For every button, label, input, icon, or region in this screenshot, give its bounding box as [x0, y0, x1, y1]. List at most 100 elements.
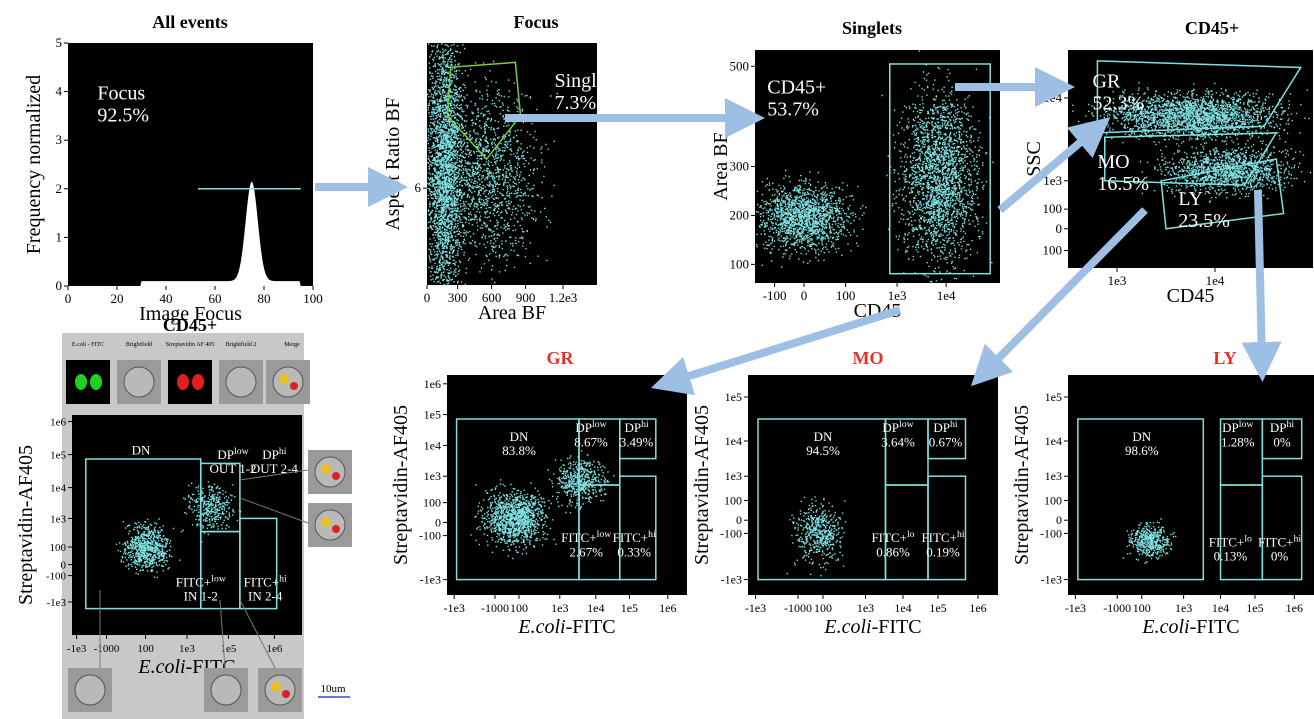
connector [239, 469, 309, 481]
events [115, 518, 183, 579]
arrow [970, 207, 1148, 387]
y-tick-label: 1e4 [50, 483, 66, 495]
events [881, 50, 994, 283]
y-tick-label: -1e3 [420, 573, 441, 587]
arrow [1241, 189, 1282, 382]
arrow [650, 306, 902, 396]
y-tick-label: 100 [724, 493, 742, 507]
gate-value: 0% [1271, 549, 1289, 564]
gate-name: DN [510, 429, 529, 444]
gate-name: FITC+ [561, 530, 597, 545]
x-tick-label: 1e5 [1246, 601, 1263, 615]
y-tick-label: 0 [1056, 513, 1062, 527]
cell-dot [332, 525, 340, 533]
gate-label: FITC+low [561, 529, 611, 545]
x-axis-label-italic: E.coli [823, 616, 871, 638]
gate [1104, 132, 1278, 186]
y-tick-label: 1e3 [1043, 173, 1062, 188]
cell-dot [192, 374, 204, 390]
gate [927, 475, 967, 581]
gate-name: DP [262, 447, 279, 462]
x-axis-label-text: -FITC [566, 616, 616, 638]
x-tick-label: 0 [801, 288, 808, 303]
gate-superscript: hi [641, 419, 649, 430]
x-tick-label: -100 [763, 288, 787, 303]
x-tick-label: 0 [424, 290, 431, 305]
scale-bar-label: 10um [320, 683, 346, 695]
gate [1261, 475, 1303, 581]
x-tick-label: -1e3 [1065, 601, 1086, 615]
gate-name: FITC+ [244, 574, 280, 589]
x-tick-label: -1000 [94, 643, 120, 655]
y-tick-label: 300 [730, 159, 750, 174]
x-axis-label-italic: E.coli [517, 616, 565, 638]
cell-image [168, 360, 212, 404]
gate-value: 92.5% [97, 104, 149, 126]
x-tick-label: 100 [137, 643, 154, 655]
y-tick-label: 100 [1043, 201, 1063, 216]
gate-value: 0.19% [926, 544, 960, 559]
x-tick-label: 1e6 [1286, 601, 1303, 615]
y-tick-label: 1e4 [1043, 90, 1062, 105]
y-tick-label: 1e3 [424, 469, 441, 483]
gate [619, 475, 657, 581]
y-tick-label: 5 [56, 35, 63, 50]
y-tick-label: -1e3 [1041, 573, 1062, 587]
gate [927, 418, 967, 460]
y-tick-label: -100 [419, 529, 441, 543]
gate-label: DPhi [262, 446, 287, 462]
gate [1096, 60, 1303, 134]
channel-label: Streptavidin AF 405 [166, 342, 215, 348]
gate-name: FITC+ [921, 530, 957, 545]
cell-dot [177, 374, 189, 390]
arrow [997, 117, 1111, 214]
x-tick-label: 80 [258, 291, 271, 306]
x-tick-label: 20 [111, 291, 124, 306]
y-tick-label: 100 [730, 256, 750, 271]
channel-label: Brightfield 2 [226, 341, 257, 348]
x-tick-label: 100 [814, 601, 832, 615]
gate [1261, 418, 1303, 460]
gate-superscript: lo [1244, 533, 1252, 544]
gate-name: DP [575, 420, 592, 435]
gate-value: OUT 1-2 [209, 461, 256, 476]
gate-name: MO [1097, 151, 1129, 173]
y-tick-label: 0 [736, 513, 742, 527]
events [470, 479, 557, 560]
gate-label: Singlets [555, 70, 620, 92]
gate-superscript: hi [648, 529, 656, 540]
x-axis-label-text: Area BF [478, 302, 546, 324]
x-tick-label: 1e3 [551, 601, 568, 615]
y-tick-label: 100 [50, 542, 67, 554]
y-axis-label: Streptavidin-AF405 [390, 405, 412, 565]
gate-superscript: lo [907, 529, 915, 540]
gate-value: 0.67% [929, 434, 963, 449]
gate-value: 0.13% [1214, 549, 1248, 564]
cell-dot [332, 472, 340, 480]
y-tick-label: 1e3 [50, 513, 66, 525]
x-tick-label: 100 [836, 288, 856, 303]
gate-superscript: hi [957, 529, 965, 540]
y-axis-label: Aspect Ratio BF [382, 97, 404, 230]
y-tick-label: -100 [720, 526, 742, 540]
gate-superscript: hi [1287, 419, 1295, 430]
gate-label: DN [1132, 429, 1151, 444]
y-tick-label: 100 [1043, 243, 1063, 258]
panel-title: GR [547, 348, 575, 368]
panel-title: All events [152, 12, 228, 32]
gate-value: 94.5% [806, 443, 840, 458]
gate-value: 83.8% [502, 443, 536, 458]
gate-value: 52.3% [1093, 92, 1145, 114]
gate-name: Singlets [555, 70, 620, 92]
gate-label: DPlow [1222, 419, 1253, 435]
gate-label: DPlow [882, 419, 913, 435]
gate-name: FITC+ [176, 574, 212, 589]
channel-label: E.coli - FITC [72, 342, 104, 348]
gate-value: IN 1-2 [184, 589, 218, 604]
panel-title: CD45+ [1185, 18, 1239, 38]
panel-title: MO [853, 348, 884, 368]
gate-superscript: low [899, 419, 914, 430]
plot-area [72, 415, 302, 635]
plot-area [1068, 375, 1314, 595]
gate-label: DN [132, 442, 151, 457]
